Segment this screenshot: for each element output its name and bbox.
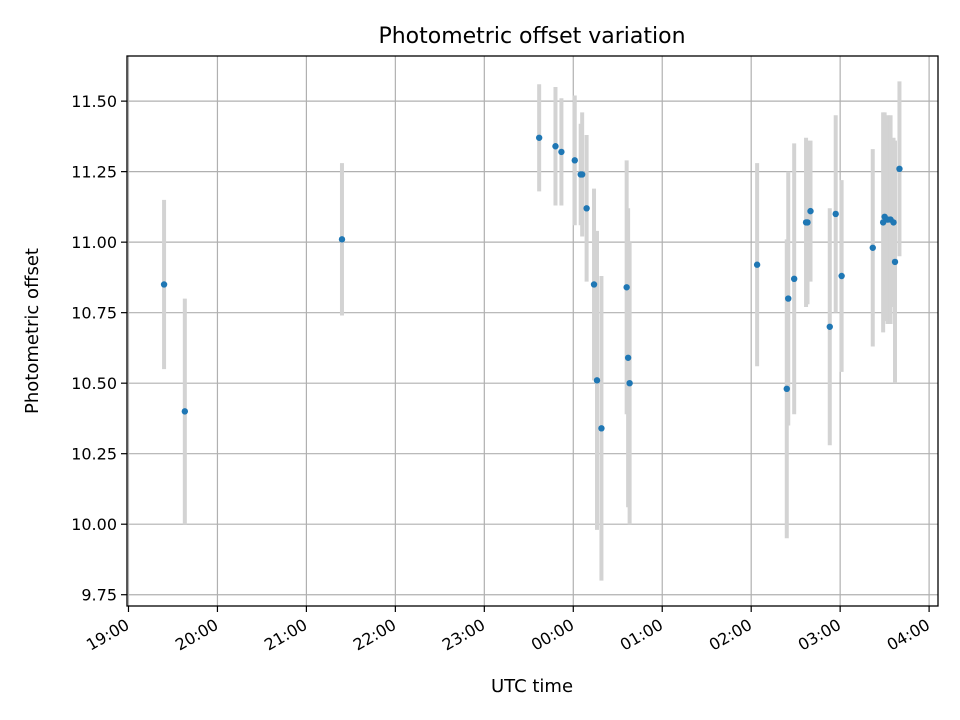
data-point: [552, 143, 559, 150]
data-point: [896, 165, 903, 173]
x-tick-label: 21:00: [261, 615, 310, 655]
x-tick-label: 20:00: [172, 615, 221, 655]
data-point: [338, 236, 346, 243]
data-point: [832, 210, 839, 218]
y-tick-label: 11.00: [71, 233, 117, 252]
x-tick-label: 03:00: [795, 615, 844, 655]
y-tick-label: 10.00: [71, 515, 117, 534]
data-point: [578, 171, 586, 178]
data-point: [838, 272, 845, 280]
error-bars: [162, 81, 902, 581]
grid-lines: [127, 56, 938, 606]
data-point: [571, 157, 578, 164]
y-tick-label: 11.50: [71, 92, 117, 111]
data-point: [590, 281, 598, 288]
y-tick-label: 10.75: [71, 304, 117, 323]
x-tick-label: 00:00: [528, 615, 577, 655]
data-point: [869, 244, 876, 251]
data-point: [626, 379, 633, 387]
plot-frame: [126, 55, 939, 607]
data-point: [891, 258, 899, 266]
data-point: [753, 261, 761, 268]
data-point: [558, 148, 565, 156]
data-point: [807, 207, 814, 215]
x-tick-label: 23:00: [439, 615, 488, 655]
data-point: [535, 134, 543, 141]
y-tick-label: 10.25: [71, 445, 117, 464]
data-point: [890, 219, 897, 226]
data-point: [790, 275, 798, 283]
data-point: [785, 295, 792, 302]
chart-title: Photometric offset variation: [378, 24, 685, 49]
x-tick-label: 19:00: [83, 615, 132, 655]
x-tick-label: 01:00: [617, 615, 666, 655]
data-point: [623, 284, 630, 291]
data-point: [624, 354, 632, 361]
y-axis-ticks: 9.75 10.00 10.25 10.50 10.75 11.00 11.25 11.50: [71, 92, 127, 605]
x-tick-label: 04:00: [884, 615, 933, 655]
x-tick-label: 02:00: [706, 615, 755, 655]
data-point: [783, 385, 790, 393]
data-point: [804, 219, 811, 226]
y-tick-label: 10.50: [71, 374, 117, 393]
y-tick-label: 11.25: [71, 163, 117, 182]
x-axis-label: UTC time: [491, 676, 573, 697]
data-point: [583, 205, 590, 212]
data-point: [160, 281, 168, 288]
x-axis-ticks: 19:00 20:00 21:00 22:00 23:00 00:00 01:00 02:00…: [83, 606, 933, 655]
x-tick-label: 22:00: [350, 615, 399, 655]
data-point: [181, 408, 189, 415]
data-point: [826, 323, 833, 330]
y-tick-label: 9.75: [81, 586, 117, 605]
data-point: [598, 425, 605, 432]
data-points: [160, 134, 903, 432]
y-axis-label: Photometric offset: [22, 248, 43, 414]
data-point: [593, 377, 601, 384]
